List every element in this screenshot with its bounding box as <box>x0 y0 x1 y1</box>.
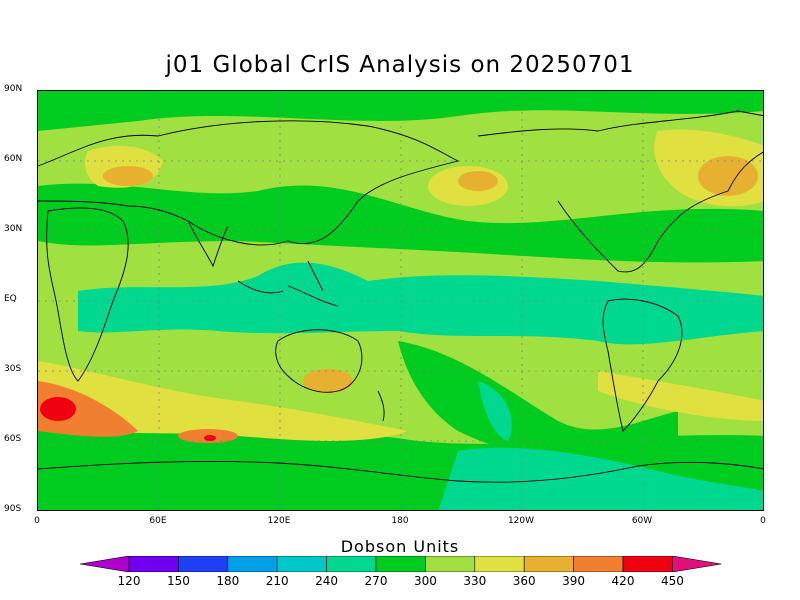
colorbar-segment <box>523 556 574 572</box>
lon-label: 180 <box>391 516 409 526</box>
colorbar-label: 210 <box>265 574 289 588</box>
field-tropical-low <box>78 262 763 345</box>
field-south-red <box>40 397 76 421</box>
colorbar-label: 450 <box>660 574 684 588</box>
colorbar-segment <box>425 556 476 572</box>
coast-se-asia <box>237 260 339 307</box>
field-pacific-low-patch <box>478 381 512 441</box>
colorbar-segment <box>573 556 624 572</box>
ozone-field-svg <box>38 91 763 510</box>
field-australia-orange <box>303 369 353 393</box>
colorbar-segment <box>276 556 327 572</box>
map-title: j01 Global CrIS Analysis on 20250701 <box>165 52 635 78</box>
field-canada-orange <box>698 156 758 196</box>
colorbar-label: 150 <box>166 574 190 588</box>
colorbar-segment <box>128 556 179 572</box>
ozone-map <box>37 90 764 511</box>
lon-label: 60W <box>631 516 653 526</box>
colorbar-label: 390 <box>562 574 586 588</box>
lat-label: 30S <box>4 364 22 374</box>
field-south-yellow <box>38 361 408 441</box>
colorbar-title: Dobson Units <box>340 537 460 556</box>
lon-label: 60E <box>149 516 167 526</box>
field-subtropic-band-n <box>38 183 763 263</box>
field-europe-orange <box>103 166 153 186</box>
lat-label: 60S <box>4 434 22 444</box>
colorbar-label: 270 <box>364 574 388 588</box>
colorbar-label: 240 <box>315 574 339 588</box>
colorbar-segment <box>178 556 229 572</box>
colorbar-segment <box>622 556 673 572</box>
lon-label: 0 <box>760 516 766 526</box>
colorbar-label: 360 <box>512 574 536 588</box>
coast-eurasia <box>38 120 460 246</box>
coast-north-america <box>477 110 763 273</box>
colorbar-segment <box>474 556 525 572</box>
coast-australia <box>275 329 363 393</box>
field-south-atlantic-yellow <box>598 371 763 421</box>
lat-label: 90N <box>4 84 23 94</box>
coastlines <box>38 110 763 483</box>
lat-label: 30N <box>4 224 23 234</box>
coast-south-america <box>602 298 683 432</box>
lat-label: 90S <box>4 504 22 514</box>
coast-antarctica <box>38 460 763 483</box>
field-pacific-north-orange <box>458 171 498 191</box>
lat-label: 60N <box>4 154 23 164</box>
colorbar-segment <box>672 556 722 572</box>
lon-label: 0 <box>34 516 40 526</box>
colorbar-label: 330 <box>463 574 487 588</box>
field-south-pacific-green <box>398 341 678 462</box>
colorbar-label: 180 <box>216 574 240 588</box>
colorbar-segment <box>80 556 130 572</box>
colorbar-label: 300 <box>413 574 437 588</box>
lon-label: 120W <box>507 516 535 526</box>
field-south-red-2 <box>204 435 216 441</box>
field-arctic-band <box>38 91 763 131</box>
lat-label: EQ <box>4 294 17 304</box>
colorbar-segment <box>227 556 278 572</box>
coast-india <box>187 220 229 268</box>
colorbar-segment <box>375 556 426 572</box>
field-south-orange <box>38 381 138 437</box>
field-antarctic-low <box>438 447 763 510</box>
colorbar-segment <box>326 556 377 572</box>
coast-new-zealand <box>377 390 385 422</box>
colorbar-label: 120 <box>117 574 141 588</box>
coast-africa <box>46 207 129 382</box>
colorbar-label: 420 <box>611 574 635 588</box>
graticule <box>38 91 763 510</box>
colorbar <box>80 556 722 572</box>
lon-label: 120E <box>267 516 291 526</box>
